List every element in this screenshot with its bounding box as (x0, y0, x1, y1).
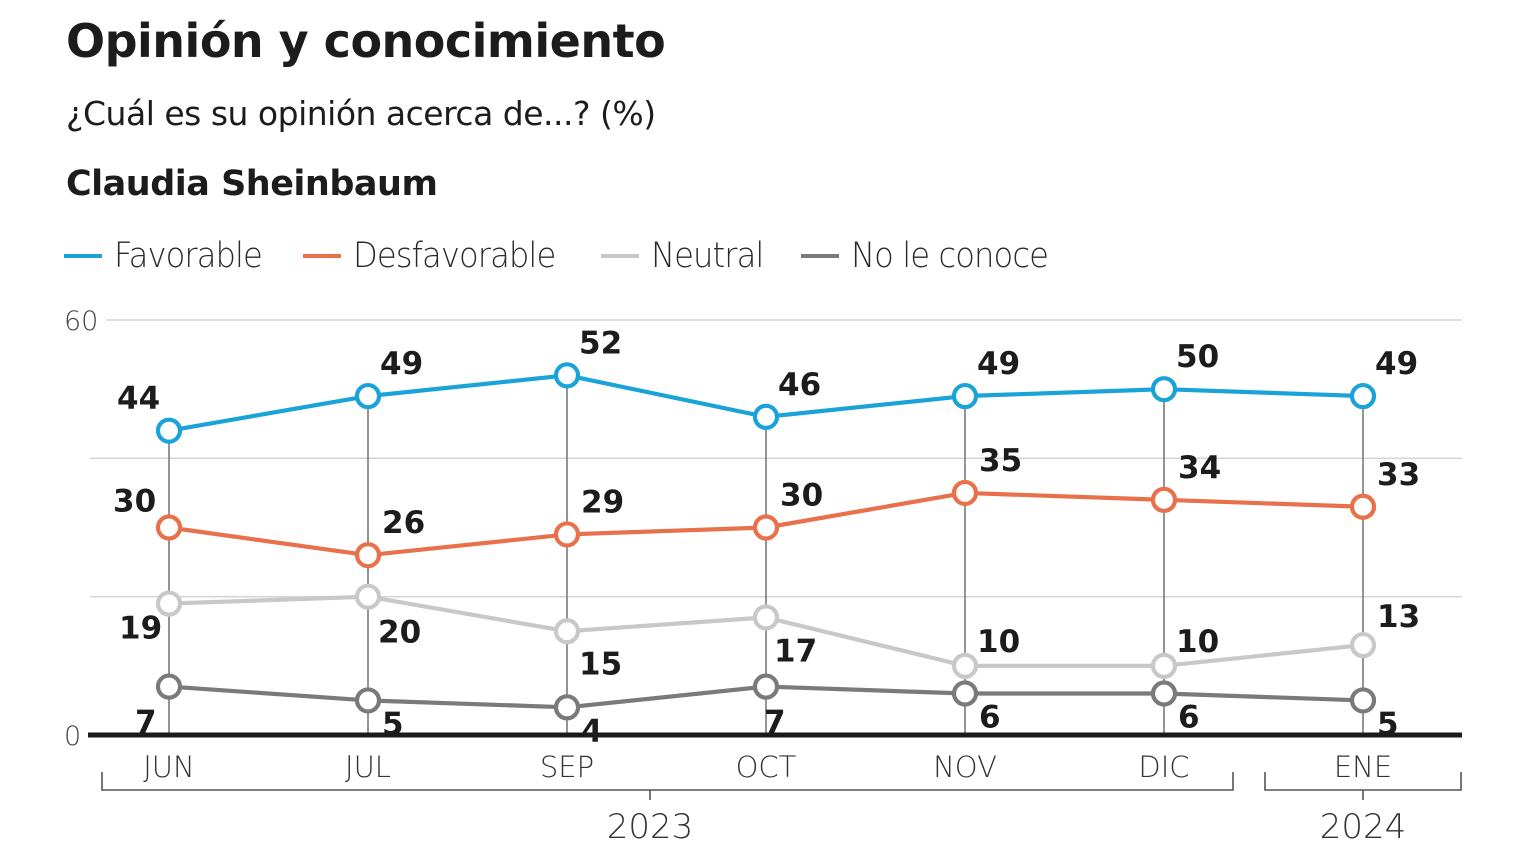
marker-desfavorable-oct (752, 514, 780, 541)
data-label-favorable-jul: 49 (380, 346, 423, 382)
marker-favorable-oct (752, 403, 780, 430)
year-bracket-2023 (101, 772, 1234, 791)
data-label-neutral-dic: 10 (1176, 624, 1219, 660)
marker-no-le-conoce-sep (553, 694, 581, 721)
data-label-desfavorable-sep: 29 (581, 484, 624, 520)
marker-neutral-jun (155, 590, 183, 617)
x-axis: JUN JUL SEP OCT NOV DIC ENE 2023 2024 (101, 750, 1462, 847)
marker-desfavorable-ene (1349, 493, 1377, 520)
legend-swatch-neutral (600, 254, 639, 258)
data-label-favorable-oct: 46 (778, 367, 821, 403)
data-label-no-le-conoce-nov: 6 (979, 700, 1001, 736)
marker-favorable-dic (1150, 376, 1178, 403)
panel-title: Claudia Sheinbaum (66, 164, 438, 204)
marker-desfavorable-sep (553, 521, 581, 548)
legend-item-no-le-conoce: No le conoce (800, 236, 1065, 276)
legend-swatch-desfavorable (302, 254, 341, 258)
marker-neutral-dic (1150, 652, 1178, 679)
data-label-favorable-jun: 44 (117, 381, 160, 417)
legend-swatch-favorable (64, 254, 102, 258)
marker-no-le-conoce-ene (1349, 687, 1377, 714)
x-tick-label-ene: ENE (1334, 750, 1392, 784)
legend-item-desfavorable: Desfavorable (302, 236, 573, 276)
x-tick-label-sep: SEP (540, 750, 594, 784)
data-label-no-le-conoce-jul: 5 (382, 706, 404, 742)
legend-label-no-le-conoce: No le conoce (850, 236, 1049, 276)
data-label-desfavorable-nov: 35 (979, 443, 1022, 479)
legend-item-neutral: Neutral (600, 236, 773, 276)
data-label-neutral-ene: 13 (1377, 599, 1420, 635)
data-label-desfavorable-oct: 30 (780, 478, 823, 514)
x-tick-label-oct: OCT (736, 750, 797, 784)
data-label-desfavorable-dic: 34 (1178, 450, 1221, 486)
data-label-desfavorable-ene: 33 (1377, 457, 1420, 493)
data-label-neutral-nov: 10 (977, 624, 1020, 660)
marker-neutral-sep (553, 618, 581, 645)
marker-desfavorable-jun (155, 514, 183, 541)
year-label-2023: 2023 (607, 807, 694, 847)
x-tick-label-jun: JUN (143, 750, 194, 784)
data-label-favorable-nov: 49 (977, 346, 1020, 382)
legend-swatch-no-le-conoce (800, 254, 839, 258)
marker-no-le-conoce-jun (155, 673, 183, 700)
marker-favorable-nov (951, 382, 979, 410)
data-label-favorable-dic: 50 (1176, 339, 1219, 375)
marker-neutral-jul (354, 583, 382, 610)
legend-label-desfavorable: Desfavorable (352, 236, 556, 276)
marker-favorable-jun (155, 417, 183, 444)
marker-neutral-ene (1349, 631, 1377, 659)
x-tick-label-jul: JUL (345, 750, 391, 784)
data-label-no-le-conoce-dic: 6 (1178, 700, 1200, 736)
data-label-no-le-conoce-ene: 5 (1377, 706, 1399, 742)
y-tick-label-0: 0 (64, 721, 81, 752)
marker-desfavorable-jul (354, 542, 382, 569)
data-label-desfavorable-jul: 26 (382, 505, 425, 541)
data-label-neutral-oct: 17 (774, 633, 817, 669)
marker-desfavorable-dic (1150, 486, 1178, 513)
x-tick-label-dic: DIC (1138, 750, 1189, 784)
legend-item-favorable: Favorable (64, 236, 275, 276)
marker-no-le-conoce-oct (752, 673, 780, 700)
year-label-2024: 2024 (1320, 807, 1407, 847)
y-axis-ticks: 0 60 (64, 306, 98, 752)
data-label-no-le-conoce-jun: 7 (135, 705, 157, 741)
marker-neutral-nov (951, 652, 979, 679)
chart-title: Opinión y conocimiento (66, 14, 666, 68)
legend-label-favorable: Favorable (114, 236, 263, 276)
data-label-neutral-jun: 19 (119, 611, 162, 647)
marker-no-le-conoce-dic (1150, 680, 1178, 707)
legend: Favorable Desfavorable Neutral No le con… (64, 236, 1093, 276)
y-tick-label-60: 60 (64, 306, 98, 337)
chart-subtitle: ¿Cuál es su opinión acerca de...? (%) (66, 94, 656, 133)
data-label-no-le-conoce-sep: 4 (581, 713, 603, 749)
legend-label-neutral: Neutral (650, 236, 764, 276)
data-label-neutral-sep: 15 (579, 646, 622, 682)
marker-no-le-conoce-jul (354, 687, 382, 714)
x-tick-label-nov: NOV (933, 750, 997, 784)
marker-favorable-jul (354, 382, 382, 410)
data-label-favorable-ene: 49 (1375, 346, 1418, 382)
marker-no-le-conoce-nov (951, 680, 979, 707)
marker-desfavorable-nov (951, 479, 979, 507)
data-label-neutral-jul: 20 (378, 615, 421, 651)
marker-neutral-oct (752, 604, 780, 631)
series-markers (155, 362, 1377, 721)
marker-favorable-ene (1349, 382, 1377, 410)
marker-favorable-sep (553, 362, 581, 389)
gridlines (90, 319, 1462, 598)
data-label-desfavorable-jun: 30 (113, 484, 156, 520)
data-label-no-le-conoce-oct: 7 (764, 705, 786, 741)
data-label-favorable-sep: 52 (579, 325, 622, 361)
